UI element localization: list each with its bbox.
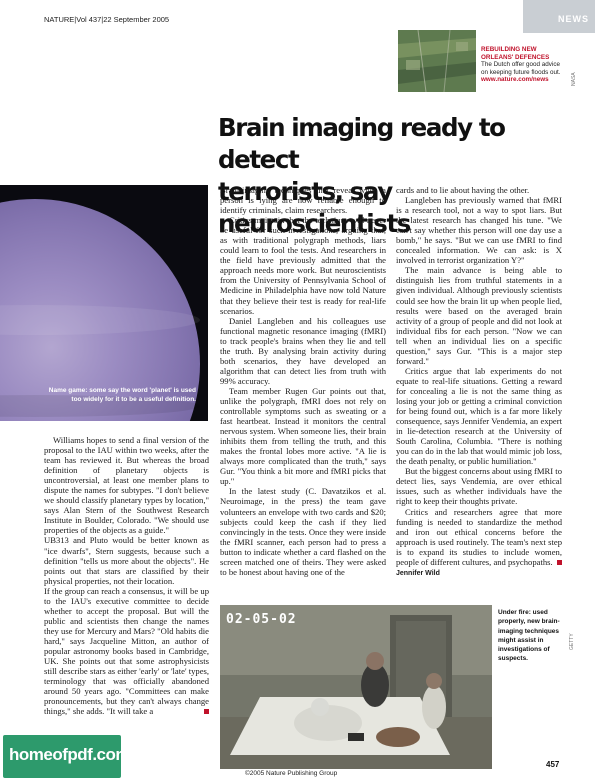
byline-paragraph: Jennifer Wild <box>396 567 562 579</box>
video-timestamp: 02-05-02 <box>226 612 297 627</box>
running-head: NATURE|Vol 437|22 September 2005 <box>44 15 170 24</box>
paragraph: UB313 and Pluto would be better known as… <box>44 535 209 586</box>
photo-credit: GETTY <box>569 633 575 650</box>
article-column-3: cards and to lie about having the other.… <box>396 185 562 579</box>
promo-title[interactable]: REBUILDING NEW ORLEANS' DEFENCES <box>481 46 550 61</box>
promo-description: The Dutch offer good advice on keeping f… <box>481 61 561 76</box>
end-mark-icon <box>204 709 209 715</box>
paragraph: Critics maintain that the technique will… <box>220 215 386 316</box>
section-bar: NEWS <box>523 0 595 33</box>
paragraph: Critics argue that lab experiments do no… <box>396 365 562 467</box>
paragraph: Williams hopes to send a final version o… <box>44 435 209 536</box>
photo-caption: Under fire: used properly, new brain-ima… <box>498 609 560 663</box>
promo-box[interactable]: REBUILDING NEW ORLEANS' DEFENCES The Dut… <box>481 46 561 84</box>
headline-line-2: terrorists, say neuroscientists <box>218 177 411 238</box>
headline: Brain imaging ready to detect terrorists… <box>218 112 568 240</box>
planet-band <box>0 395 200 417</box>
byline: Jennifer Wild <box>396 569 440 577</box>
paragraph: In the latest study (C. Davatzikos et al… <box>220 486 386 577</box>
page-number: 457 <box>546 760 560 769</box>
paragraph: Critics and researchers agree that more … <box>396 507 562 567</box>
copyright: ©2005 Nature Publishing Group <box>245 770 338 777</box>
section-label: NEWS <box>558 14 589 24</box>
paragraph: If the group can reach a consensus, it w… <box>44 585 209 717</box>
end-mark-icon <box>556 559 562 565</box>
watermark-badge[interactable]: homeofpdf.com <box>3 735 131 778</box>
promo-image-credit: NASA <box>571 72 577 86</box>
paragraph: Daniel Langleben and his colleagues use … <box>220 315 386 386</box>
watermark-text[interactable]: homeofpdf.com <box>9 745 131 764</box>
paragraph: The main advance is being able to distin… <box>396 265 562 366</box>
article-column-2: Brain-imaging techniques that reveal whe… <box>220 185 386 577</box>
article-column-1: Williams hopes to send a final version o… <box>44 435 209 716</box>
paragraph: cards and to lie about having the other. <box>396 185 530 195</box>
paragraph: But the biggest concerns about using fMR… <box>396 466 562 507</box>
paragraph-text: Critics and researchers agree that more … <box>396 506 562 567</box>
paragraph: Team member Rugen Gur points out that, u… <box>220 385 386 487</box>
planet-image: Name game: some say the word 'planet' is… <box>0 185 208 421</box>
headline-line-1: Brain imaging ready to detect <box>218 113 506 174</box>
promo-satellite-image <box>398 30 476 92</box>
promo-link[interactable]: www.nature.com/news <box>481 76 549 84</box>
paragraph: Langleben has previously warned that fMR… <box>396 195 562 266</box>
paragraph: Brain-imaging techniques that reveal whe… <box>220 185 386 216</box>
planet-caption: Name game: some say the word 'planet' is… <box>48 387 196 404</box>
interrogation-photo: 02-05-02 <box>220 605 492 769</box>
